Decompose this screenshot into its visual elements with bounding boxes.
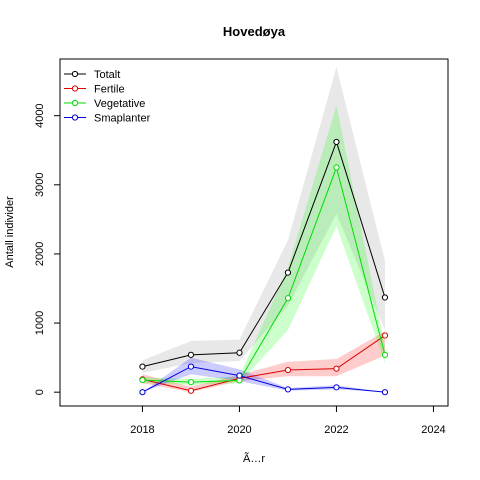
y-tick-label: 0 [34,389,46,395]
y-tick-label: 1000 [34,311,46,335]
point-smaplanter [236,372,243,379]
legend-label-totalt: Totalt [94,69,120,81]
point-fertile [333,365,340,372]
point-vegetative [381,351,389,358]
legend-item-totalt: Totalt [64,69,120,81]
x-axis-label: Ã…r [243,452,265,465]
line-vegetative [142,165,386,383]
legend-marker-fertile [71,85,79,92]
point-smaplanter [187,363,195,370]
y-tick-label: 2000 [34,242,46,266]
series-points [139,138,389,396]
band-smaplanter [142,357,385,393]
y-tick-label: 3000 [34,173,46,197]
legend-marker-totalt [71,70,79,78]
point-vegetative [333,164,340,171]
point-smaplanter [284,386,292,393]
point-fertile [187,387,195,394]
band-fertile [142,331,385,393]
legend-label-fertile: Fertile [94,84,125,96]
x-tick-label: 2024 [421,424,445,436]
y-axis: 0 1000 2000 3000 4000 [34,103,60,395]
line-smaplanter [142,366,385,393]
point-smaplanter [381,389,389,396]
legend-item-vegetative: Vegetative [64,98,145,110]
legend-marker-smaplanter [71,114,79,121]
point-vegetative [187,379,195,386]
plot-frame [59,58,449,407]
line-fertile [142,335,386,392]
point-vegetative [139,376,146,384]
point-fertile [284,366,292,374]
legend-item-smaplanter: Smaplanter [64,113,151,125]
chart-title: Hovedøya [223,24,286,39]
point-totalt [236,349,243,356]
x-tick-label: 2020 [227,424,251,436]
point-vegetative [284,295,292,302]
legend-label-vegetative: Vegetative [94,98,145,110]
band-totalt [142,67,385,373]
point-smaplanter [333,384,340,391]
point-totalt [381,294,389,301]
x-tick-label: 2018 [130,424,154,436]
point-totalt [284,269,292,276]
x-axis: 2018 2020 2022 2024 [130,406,446,436]
confidence-bands [142,67,385,393]
point-totalt [139,363,146,370]
legend-label-smaplanter: Smaplanter [94,113,151,125]
series-lines [142,140,386,393]
y-tick-label: 4000 [34,103,46,127]
x-tick-label: 2022 [324,424,348,436]
point-fertile [381,332,389,339]
point-smaplanter [139,389,146,396]
y-axis-label: Antall individer [4,196,16,268]
point-totalt [333,138,340,146]
legend-item-fertile: Fertile [64,84,125,96]
legend: Totalt Fertile Vegetative Smaplanter [64,69,151,125]
line-totalt [142,140,386,368]
legend-marker-vegetative [71,99,79,107]
point-totalt [187,351,195,358]
